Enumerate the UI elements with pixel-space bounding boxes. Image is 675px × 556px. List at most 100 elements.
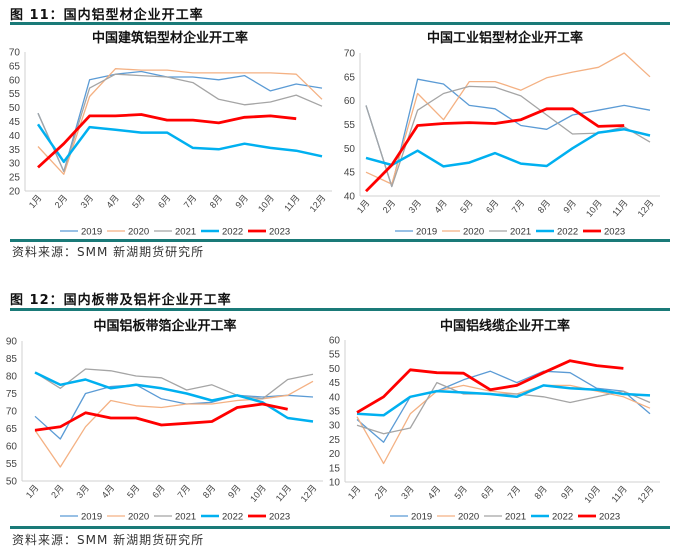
y-tick-label: 30: [329, 421, 341, 432]
x-tick-label: 6月: [150, 483, 167, 500]
legend-label-2022: 2022: [552, 512, 573, 523]
x-tick-label: 10月: [248, 483, 268, 504]
y-tick-label: 85: [6, 354, 18, 365]
series-line-2021: [34, 368, 314, 400]
y-tick-label: 60: [344, 96, 356, 107]
figure-12-bottom-rule: [10, 526, 670, 529]
x-tick-label: 1月: [346, 484, 363, 501]
legend-label-2019: 2019: [81, 227, 102, 238]
x-tick-label: 4月: [100, 483, 117, 500]
x-tick-label: 10月: [582, 484, 602, 505]
y-tick-label: 15: [329, 463, 341, 474]
y-tick-label: 45: [329, 378, 341, 389]
legend-label-2021: 2021: [510, 227, 531, 238]
chart-title: 中国铝线缆企业开工率: [440, 318, 570, 333]
y-tick-label: 50: [6, 477, 18, 488]
chart-title: 中国建筑铝型材企业开工率: [92, 30, 248, 45]
y-tick-label: 65: [9, 61, 21, 72]
legend-label-2019: 2019: [411, 512, 432, 523]
legend-label-2021: 2021: [505, 512, 526, 523]
x-tick-label: 9月: [233, 193, 250, 210]
y-tick-label: 20: [9, 187, 21, 198]
x-tick-label: 12月: [636, 484, 656, 505]
x-tick-label: 1月: [355, 198, 372, 215]
x-tick-label: 8月: [536, 198, 553, 215]
x-tick-label: 9月: [226, 483, 243, 500]
x-tick-label: 6月: [156, 193, 173, 210]
x-tick-label: 9月: [559, 484, 576, 501]
x-tick-label: 7月: [506, 484, 523, 501]
chart-2: 中国工业铝型材企业开工率 40 45 50 55 60 65 70 1月 2月 3月 4月 5月 6月 7月…: [344, 30, 660, 238]
x-tick-label: 12月: [299, 483, 319, 504]
series-line-2023: [365, 107, 625, 193]
x-tick-label: 9月: [561, 198, 578, 215]
series-line-2019: [356, 370, 651, 443]
x-tick-label: 2月: [372, 484, 389, 501]
x-tick-label: 2月: [49, 483, 66, 500]
series-line-2022: [356, 384, 651, 417]
x-tick-label: 3月: [74, 483, 91, 500]
chart-3: 中国铝板带箔企业开工率 50 55 60 65 70 75 80 85 90 1月 2月 3月 4月 5月 6…: [6, 318, 323, 523]
figure-11-top-rule: [10, 22, 670, 25]
figure-12-top-rule: [10, 308, 670, 311]
x-tick-label: 1月: [24, 483, 41, 500]
y-tick-label: 10: [329, 478, 341, 489]
series-line-2019: [37, 70, 323, 173]
series-line-2023: [34, 402, 288, 432]
x-tick-label: 3月: [406, 198, 423, 215]
figure-12-title: 图 12：国内板带及铝杆企业开工率: [10, 293, 232, 308]
figure-11-source: 资料来源：SMM 新湖期货研究所: [12, 245, 205, 259]
y-tick-label: 50: [344, 144, 356, 155]
x-tick-label: 5月: [458, 198, 475, 215]
legend-label-2023: 2023: [599, 512, 620, 523]
figure-12-source: 资料来源：SMM 新湖期货研究所: [12, 533, 205, 547]
legend-label-2019: 2019: [81, 512, 102, 523]
legend-label-2022: 2022: [222, 512, 243, 523]
x-tick-label: 5月: [125, 483, 142, 500]
legend-label-2020: 2020: [128, 512, 149, 523]
legend-label-2020: 2020: [128, 227, 149, 238]
y-tick-label: 70: [344, 49, 356, 60]
y-tick-label: 55: [9, 89, 21, 100]
x-tick-label: 2月: [53, 193, 70, 210]
legend-label-2022: 2022: [222, 227, 243, 238]
y-tick-label: 50: [9, 103, 21, 114]
series-line-2022: [365, 128, 651, 168]
y-tick-label: 40: [9, 131, 21, 142]
chart-title: 中国工业铝型材企业开工率: [427, 30, 583, 45]
x-tick-label: 10月: [584, 198, 604, 219]
x-tick-label: 4月: [104, 193, 121, 210]
chart-title: 中国铝板带箔企业开工率: [93, 318, 236, 333]
x-tick-label: 7月: [182, 193, 199, 210]
x-tick-label: 5月: [452, 484, 469, 501]
x-tick-label: 3月: [78, 193, 95, 210]
y-tick-label: 50: [329, 364, 341, 375]
x-tick-label: 6月: [479, 484, 496, 501]
y-tick-label: 90: [6, 337, 18, 348]
series-line-2022: [36, 123, 323, 164]
y-tick-label: 45: [344, 168, 356, 179]
x-tick-label: 12月: [636, 198, 656, 219]
legend-label-2020: 2020: [463, 227, 484, 238]
x-tick-label: 11月: [610, 198, 629, 218]
series-line-2020: [34, 380, 314, 468]
legend-label-2020: 2020: [458, 512, 479, 523]
figure-11-bottom-rule: [10, 239, 670, 242]
series-line-2019: [365, 78, 651, 188]
x-tick-label: 12月: [308, 193, 328, 214]
x-tick-label: 1月: [27, 193, 44, 210]
y-tick-label: 35: [9, 145, 21, 156]
series-line-2023: [356, 359, 624, 414]
y-tick-label: 35: [329, 407, 341, 418]
y-tick-label: 25: [329, 435, 341, 446]
series-line-2021: [37, 73, 323, 173]
x-tick-label: 11月: [274, 483, 293, 503]
x-tick-label: 4月: [432, 198, 449, 215]
x-tick-label: 8月: [532, 484, 549, 501]
x-tick-label: 3月: [399, 484, 416, 501]
y-tick-label: 65: [344, 72, 356, 83]
series-line-2020: [37, 68, 323, 175]
y-tick-label: 60: [329, 336, 341, 347]
y-tick-label: 40: [329, 392, 341, 403]
y-tick-label: 55: [344, 120, 356, 131]
